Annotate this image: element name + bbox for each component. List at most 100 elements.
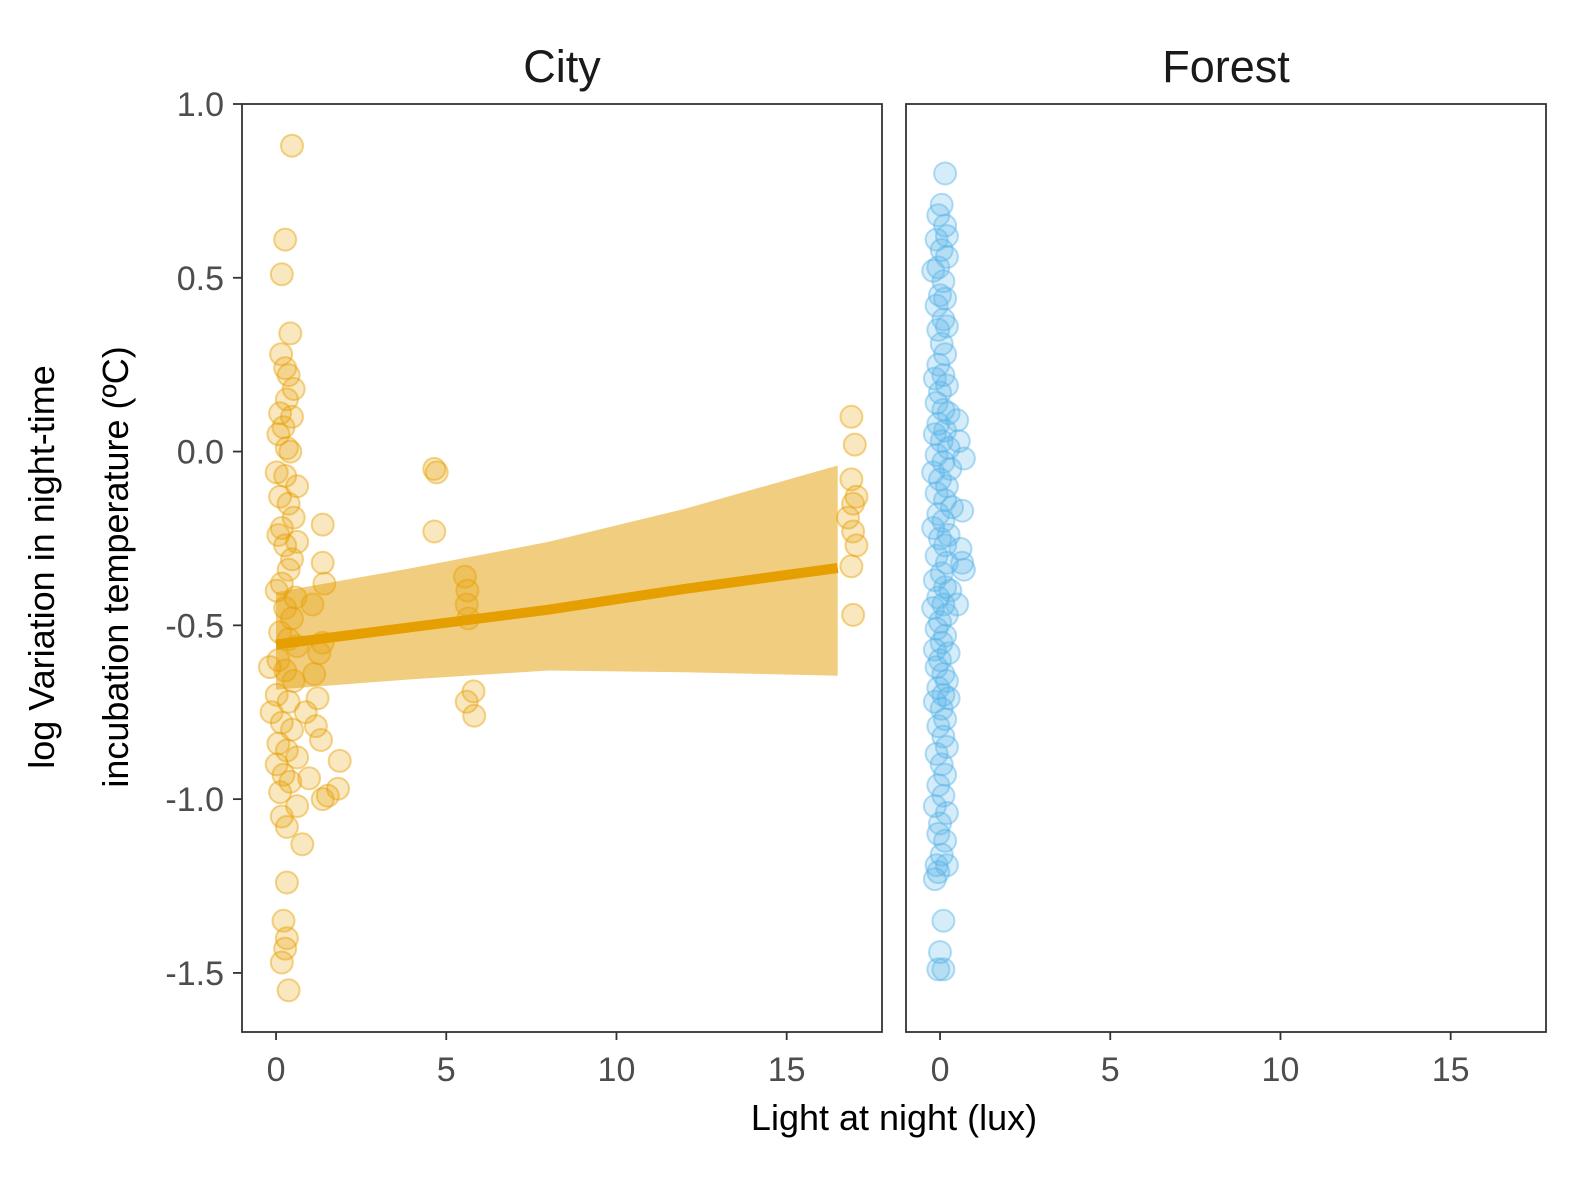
city-data-point [259, 700, 284, 725]
city-data-point [422, 456, 447, 481]
forest-data-point [924, 481, 949, 506]
city-data-point [264, 460, 289, 485]
forest-data-point [946, 429, 971, 454]
city-data-point [836, 505, 860, 530]
city-data-point [290, 832, 315, 857]
x-tick-label: 10 [598, 1051, 636, 1089]
forest-data-point [924, 443, 949, 467]
city-data-point [280, 547, 304, 572]
city-data-point [273, 936, 298, 961]
forest-data-point [924, 293, 949, 318]
forest-panel-border [905, 103, 1547, 1033]
city-data-point [300, 592, 325, 617]
city-data-point [266, 648, 291, 673]
city-data-point [278, 321, 303, 346]
forest-data-point [928, 526, 952, 551]
forest-data-point [934, 801, 959, 825]
y-tick-label: 0.5 [177, 260, 224, 298]
city-data-point [268, 484, 293, 509]
forest-panel-background [906, 104, 1546, 1032]
forest-data-point [921, 516, 946, 540]
city-data-point [422, 519, 447, 544]
city-data-point [842, 432, 867, 457]
city-data-point [462, 703, 487, 728]
city-data-point [310, 630, 335, 655]
city-data-point [326, 776, 350, 801]
forest-data-point [931, 397, 956, 422]
city-data-point [276, 978, 301, 1003]
forest-data-point [929, 429, 954, 454]
city-data-point [315, 783, 340, 808]
forest-data-point [933, 623, 958, 648]
forest-data-point [922, 568, 947, 593]
forest-data-point [924, 543, 949, 568]
city-data-point [274, 814, 299, 839]
x-tick-label: 15 [768, 1051, 806, 1089]
city-data-point [274, 387, 299, 412]
forest-data-point [931, 450, 956, 474]
city-data-point [281, 505, 306, 530]
forest-data-point [933, 342, 958, 367]
city-data-point [285, 529, 310, 554]
forest-data-point [922, 366, 947, 391]
forest-data-point [926, 203, 951, 228]
city-data-point [841, 519, 866, 544]
forest-data-point [933, 707, 958, 732]
city-data-point [276, 491, 301, 516]
forest-data-point [926, 675, 951, 700]
forest-data-point [926, 957, 951, 982]
city-data-point [283, 585, 308, 610]
city-data-point [305, 686, 330, 711]
city-data-point [273, 227, 298, 252]
city-data-point [264, 682, 289, 707]
forest-data-point [924, 741, 949, 766]
city-data-point [841, 491, 866, 516]
forest-data-point [931, 908, 956, 933]
city-data-point [454, 592, 479, 617]
x-tick-label: 10 [1262, 1051, 1300, 1089]
forest-data-point [933, 161, 958, 186]
forest-data-point [950, 550, 975, 575]
city-data-point [278, 439, 303, 464]
city-data-point [273, 356, 298, 381]
forest-data-point [945, 592, 970, 617]
city-data-point [280, 404, 304, 429]
city-regression-line [275, 563, 839, 650]
forest-data-point [929, 842, 954, 867]
city-data-point [278, 769, 303, 794]
forest-data-point [926, 255, 951, 280]
forest-data-point [931, 269, 956, 294]
forest-data-point [934, 602, 959, 627]
forest-data-point [931, 682, 956, 707]
city-confidence-band [276, 465, 838, 690]
forest-data-point [921, 258, 946, 283]
forest-data-point [933, 533, 958, 558]
city-data-point [461, 679, 486, 704]
city-data-point [269, 262, 294, 287]
forest-data-point [934, 735, 959, 759]
city-data-point [273, 463, 298, 488]
forest-data-point [931, 662, 956, 686]
city-data-point [271, 762, 296, 787]
city-data-point [269, 710, 294, 735]
x-tick-label: 0 [931, 1051, 950, 1089]
forest-x-axis: 0 5 10 15 [931, 1032, 1470, 1089]
forest-data-point [926, 317, 951, 342]
y-tick-label: -0.5 [165, 607, 224, 645]
forest-data-point [934, 669, 959, 693]
forest-data-point [931, 783, 956, 808]
city-data-point [839, 467, 864, 492]
forest-data-point [929, 696, 954, 721]
y-axis-title-line-2: incubation temperature (ºC) [95, 346, 136, 787]
city-data-point [310, 787, 335, 812]
forest-data-point [928, 283, 952, 308]
city-data-point [839, 554, 864, 579]
forest-data-point [924, 853, 949, 878]
forest-data-point [934, 474, 959, 499]
city-data-point [273, 533, 298, 558]
city-data-point [293, 700, 318, 725]
forest-data-point [948, 536, 973, 561]
forest-data-point [936, 523, 961, 547]
forest-data-point [931, 363, 956, 388]
